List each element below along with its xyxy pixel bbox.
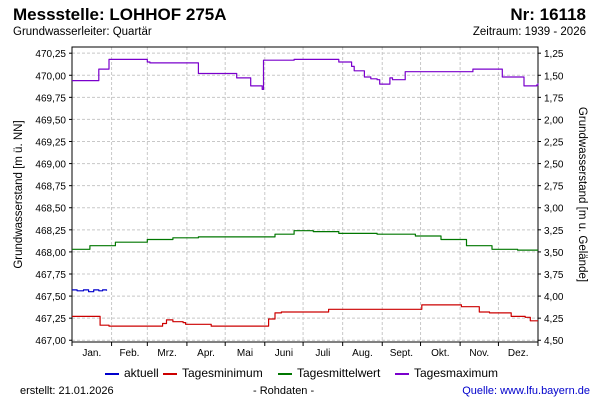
- x-month-label: Sept.: [390, 348, 413, 359]
- x-month-label: Jan.: [82, 348, 101, 359]
- created-date: erstellt: 21.01.2026: [20, 385, 114, 397]
- legend-label-mean: Tagesmittelwert: [297, 366, 381, 380]
- period-label: Zeitraum: 1939 - 2026: [472, 26, 586, 38]
- y-tick-label-left: 469,00: [35, 160, 66, 171]
- y-axis-label-left: Grundwasserstand [m ü. NN]: [13, 120, 25, 268]
- series-layer: [72, 58, 539, 327]
- plot-frame: [71, 46, 539, 343]
- y-tick-label-left: 469,25: [35, 138, 66, 149]
- source-link[interactable]: Quelle: www.lfu.bayern.de: [462, 385, 590, 397]
- y2-tick-label-right: 3,50: [544, 248, 564, 259]
- legend-label-max: Tagesmaximum: [414, 366, 499, 380]
- legend-line-aktuell: [105, 373, 119, 375]
- grid: [72, 47, 538, 342]
- x-month-label: Mrz.: [157, 348, 176, 359]
- legend: aktuell Tagesminimum Tagesmittelwert Tag…: [0, 366, 600, 382]
- series-line-min: [72, 304, 538, 327]
- y-tick-label-left: 468,25: [35, 226, 66, 237]
- x-month-label: Dez.: [508, 348, 529, 359]
- y2-tick-label-right: 2,25: [544, 138, 564, 149]
- y2-tick-label-right: 2,50: [544, 160, 564, 171]
- x-month-label: Aug.: [352, 348, 373, 359]
- y-tick-label-left: 467,25: [35, 314, 66, 325]
- station-number: Nr: 16118: [510, 5, 586, 24]
- series-line-mean: [72, 230, 538, 251]
- y-tick-label-left: 468,50: [35, 204, 66, 215]
- y2-tick-label-right: 2,75: [544, 182, 564, 193]
- y2-tick-label-right: 4,50: [544, 336, 564, 347]
- axis-layer: 470,25 470,00 469,75 469,50 469,25 469,00 468,…: [35, 49, 563, 359]
- y2-tick-label-right: 1,50: [544, 71, 564, 82]
- legend-line-max: [395, 373, 409, 375]
- y2-tick-label-right: 2,00: [544, 115, 564, 126]
- rawdata-note: - Rohdaten -: [253, 385, 315, 397]
- y-tick-label-left: 469,50: [35, 115, 66, 126]
- x-month-label: Apr.: [197, 348, 215, 359]
- x-month-label: Juni: [275, 348, 293, 359]
- legend-label-min: Tagesminimum: [182, 366, 263, 380]
- y-tick-label-left: 470,25: [35, 49, 66, 60]
- y-axis-label-right: Grundwasserstand [m u. Gelände]: [576, 107, 588, 282]
- x-month-label: Nov.: [469, 348, 489, 359]
- y-tick-label-left: 469,75: [35, 93, 66, 104]
- y2-tick-label-right: 1,25: [544, 49, 564, 60]
- y-tick-label-left: 470,00: [35, 71, 66, 82]
- legend-line-mean: [278, 373, 292, 375]
- legend-line-min: [163, 373, 177, 375]
- y2-tick-label-right: 3,75: [544, 270, 564, 281]
- x-month-label: Feb.: [119, 348, 139, 359]
- chart-title: Messstelle: LOHHOF 275A: [13, 5, 227, 24]
- series-line-max: [72, 58, 539, 90]
- y-tick-label-left: 468,00: [35, 248, 66, 259]
- y2-tick-label-right: 1,75: [544, 93, 564, 104]
- y2-tick-label-right: 4,00: [544, 292, 564, 303]
- y-tick-label-left: 467,75: [35, 270, 66, 281]
- y2-tick-label-right: 4,25: [544, 314, 564, 325]
- y2-tick-label-right: 3,25: [544, 226, 564, 237]
- aquifer-label: Grundwasserleiter: Quartär: [13, 26, 152, 38]
- y-tick-label-left: 467,50: [35, 292, 66, 303]
- x-month-label: Juli: [315, 348, 330, 359]
- series-line-aktuell: [72, 289, 108, 293]
- y-tick-label-left: 467,00: [35, 336, 66, 347]
- legend-label-aktuell: aktuell: [124, 366, 159, 380]
- x-month-label: Mai: [237, 348, 253, 359]
- y2-tick-label-right: 3,00: [544, 204, 564, 215]
- x-month-label: Okt.: [431, 348, 449, 359]
- y-tick-label-left: 468,75: [35, 182, 66, 193]
